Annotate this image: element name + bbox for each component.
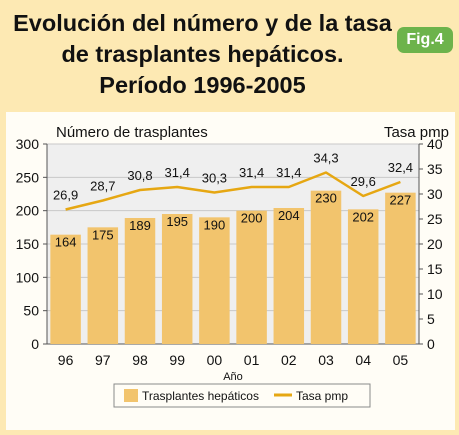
x-tick-label: 00 bbox=[207, 352, 223, 368]
x-tick-label: 01 bbox=[244, 352, 260, 368]
rate-label: 30,3 bbox=[202, 171, 227, 186]
rate-label: 28,7 bbox=[90, 179, 115, 194]
rate-label: 34,3 bbox=[313, 151, 338, 166]
title-line-3: Período 1996-2005 bbox=[99, 72, 306, 98]
chart-svg: 0501001502002503000510152025303540Número… bbox=[16, 124, 449, 408]
bar-value-label: 189 bbox=[129, 218, 151, 233]
x-tick-label: 02 bbox=[281, 352, 297, 368]
rate-label: 26,9 bbox=[53, 188, 78, 203]
bar bbox=[199, 217, 230, 344]
bar-value-label: 202 bbox=[352, 209, 374, 224]
rate-label: 31,4 bbox=[239, 165, 264, 180]
right-tick-label: 25 bbox=[427, 211, 443, 227]
bar bbox=[161, 214, 193, 344]
bar bbox=[385, 192, 416, 344]
bar bbox=[50, 234, 81, 344]
right-tick-label: 10 bbox=[427, 286, 443, 302]
right-tick-label: 40 bbox=[427, 136, 443, 152]
figure-badge: Fig.4 bbox=[397, 27, 453, 53]
title-line-2: de trasplantes hepáticos. bbox=[61, 41, 344, 67]
rate-label: 31,4 bbox=[165, 165, 190, 180]
x-tick-label: 96 bbox=[58, 352, 74, 368]
legend-bar-label: Trasplantes hepáticos bbox=[142, 389, 259, 403]
left-tick-label: 250 bbox=[16, 169, 40, 185]
bar-value-label: 195 bbox=[166, 214, 188, 229]
bar-value-label: 227 bbox=[390, 193, 412, 208]
bar-value-label: 164 bbox=[55, 235, 77, 250]
legend-line-label: Tasa pmp bbox=[296, 389, 348, 403]
rate-label: 31,4 bbox=[276, 165, 301, 180]
left-tick-label: 300 bbox=[16, 136, 40, 152]
rate-label: 32,4 bbox=[388, 160, 413, 175]
bar-value-label: 204 bbox=[278, 208, 300, 223]
x-tick-label: 98 bbox=[132, 352, 148, 368]
legend-bar-swatch bbox=[124, 389, 138, 402]
bar bbox=[236, 210, 267, 344]
right-tick-label: 20 bbox=[427, 236, 443, 252]
bar bbox=[87, 227, 119, 344]
bar bbox=[310, 190, 342, 344]
right-tick-label: 35 bbox=[427, 161, 443, 177]
right-tick-label: 0 bbox=[427, 336, 435, 352]
y-axis-title: Número de trasplantes bbox=[56, 124, 208, 141]
left-tick-label: 50 bbox=[23, 303, 39, 319]
y2-axis-title: Tasa pmp bbox=[384, 124, 449, 141]
bar-value-label: 190 bbox=[204, 217, 226, 232]
x-tick-label: 05 bbox=[393, 352, 409, 368]
bar bbox=[273, 208, 305, 344]
x-tick-label: 03 bbox=[318, 352, 334, 368]
bar-value-label: 230 bbox=[315, 191, 337, 206]
x-axis-title: Año bbox=[223, 371, 243, 383]
x-tick-label: 97 bbox=[95, 352, 111, 368]
chart-title: Evolución del número y de la tasa de tra… bbox=[10, 8, 395, 101]
rate-line bbox=[65, 171, 401, 211]
right-tick-label: 15 bbox=[427, 261, 443, 277]
right-tick-label: 5 bbox=[427, 311, 435, 327]
bar-value-label: 200 bbox=[241, 211, 263, 226]
legend-box bbox=[113, 383, 371, 408]
x-tick-label: 99 bbox=[169, 352, 185, 368]
bar bbox=[347, 209, 379, 344]
chart-panel: 0 50 100 150 200 250 300 0 5 10 15 20 25 30 35 40 Número… bbox=[6, 112, 455, 430]
right-tick-label: 30 bbox=[427, 186, 443, 202]
left-tick-label: 150 bbox=[16, 236, 40, 252]
rate-label: 30,8 bbox=[127, 168, 152, 183]
bar bbox=[124, 218, 156, 344]
header: Evolución del número y de la tasa de tra… bbox=[0, 0, 459, 110]
x-tick-label: 04 bbox=[355, 352, 371, 368]
rate-label: 29,6 bbox=[351, 174, 376, 189]
left-tick-label: 0 bbox=[31, 336, 39, 352]
bar-value-label: 175 bbox=[92, 227, 114, 242]
left-tick-label: 200 bbox=[16, 203, 40, 219]
title-line-1: Evolución del número y de la tasa bbox=[13, 10, 392, 36]
left-tick-label: 100 bbox=[16, 269, 40, 285]
